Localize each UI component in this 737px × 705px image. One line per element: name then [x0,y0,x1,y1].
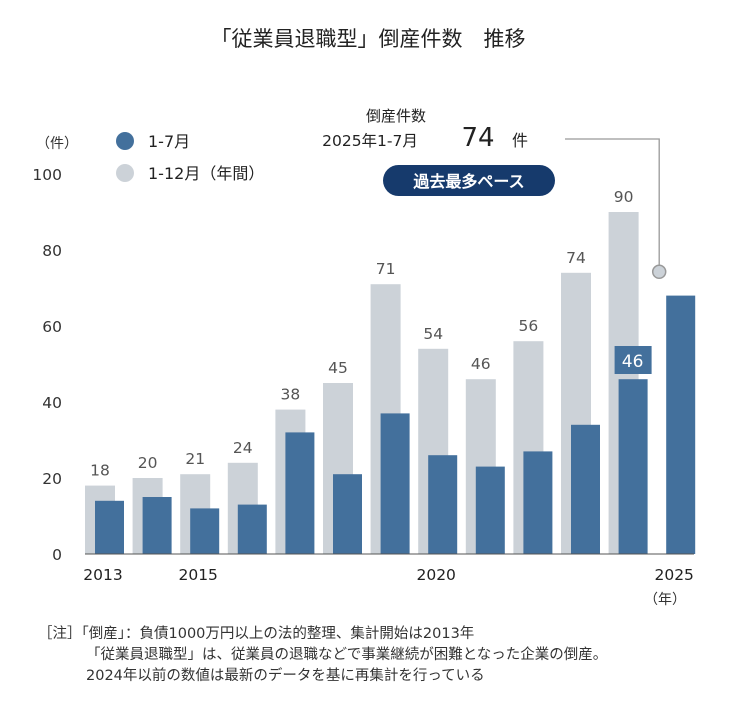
legend-swatch-1-7 [116,132,134,150]
chart-title: 「従業員退職型」倒産件数 推移 [211,27,526,51]
data-label-annual-2024: 90 [614,188,634,206]
x-tick-label: 2015 [178,566,217,584]
bar-1-7-2015 [190,508,220,554]
badge-record-pace [383,165,555,196]
bar-1-7-2021 [475,466,505,554]
bar-1-7-2018 [333,474,362,554]
data-label-annual-2013: 18 [90,462,110,480]
y-tick-label: 40 [42,394,62,412]
y-tick-label: 80 [42,242,62,260]
highlight-label-bg [614,346,652,374]
data-label-annual-2023: 74 [566,249,586,267]
data-label-annual-2016: 24 [233,439,253,457]
data-label-annual-2018: 45 [328,359,348,377]
bar-1-7-2022 [523,451,553,554]
data-label-annual-2022: 56 [519,317,539,335]
y-tick-label: 0 [52,546,62,564]
y-tick-label: 60 [42,318,62,336]
badge-label: 過去最多ペース [412,172,524,191]
y-tick-label: 20 [42,470,62,488]
x-tick-label: 2020 [416,566,455,584]
annotation-value: 74 [461,123,494,153]
note-line-1: 「倒産」：負債1000万円以上の法的整理、集計開始は2013年 [81,626,475,642]
annotation-line1: 倒産件数 [366,107,426,125]
notes-prefix: ［注］ [38,626,82,642]
data-label-annual-2019: 71 [376,260,396,278]
bar-1-7-2013 [95,500,124,554]
bar-1-7-2024 [618,379,648,554]
x-axis-unit: （年） [644,592,686,608]
y-axis-unit: （件） [36,136,78,152]
bar-1-7-2016 [237,504,267,554]
highlight-label: 46 [622,352,644,372]
bar-1-7-2020 [428,455,458,554]
annotation-leader-line [565,138,660,273]
data-label-annual-2015: 21 [185,450,205,468]
bar-1-7-2017 [285,432,315,554]
bar-1-7-2019 [380,413,410,554]
bar-1-7-2023 [571,424,600,554]
data-label-annual-2014: 20 [138,454,158,472]
bar-1-7-2025 [666,295,696,554]
note-line-2: 「従業員退職型」は、従業員の退職などで事業継続が困難となった企業の倒産。 [86,647,608,663]
x-tick-label: 2013 [83,566,122,584]
bar-1-7-2014 [142,497,172,554]
notes: ［注］「倒産」：負債1000万円以上の法的整理、集計開始は2013年 「従業員退… [38,624,607,687]
annotation-marker [651,264,667,280]
note-line-3: 2024年以前の数値は最新のデータを基に再集計を行っている [86,668,485,684]
annotation-line2: 2025年1-7月 [322,132,418,150]
legend-label-annual: 1-12月（年間） [148,164,264,183]
legend-swatch-annual [116,164,134,182]
annotation-unit: 件 [512,131,528,150]
data-label-annual-2020: 54 [423,325,443,343]
x-tick-label: 2025 [654,566,693,584]
data-label-annual-2021: 46 [471,355,491,373]
y-tick-label: 100 [32,166,62,184]
legend-label-1-7: 1-7月 [148,132,190,151]
data-label-annual-2017: 38 [281,386,301,404]
